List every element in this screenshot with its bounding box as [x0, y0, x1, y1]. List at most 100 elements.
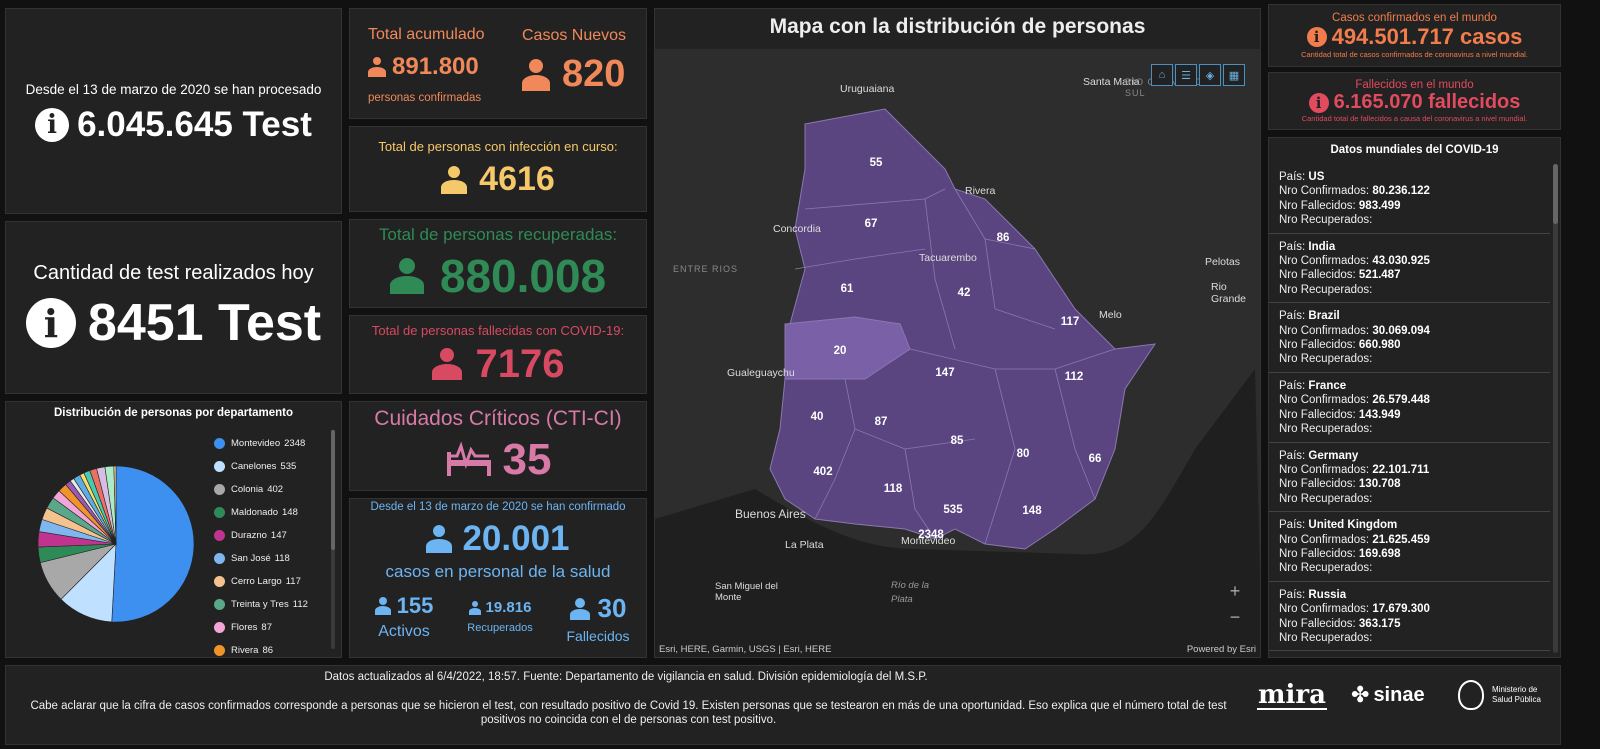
world-field-value: 43.030.925	[1372, 255, 1430, 268]
legend-item[interactable]: San José 118	[214, 547, 324, 570]
map-place-label: Rio Grande	[1211, 281, 1247, 305]
active-label: Total de personas con infección en curso…	[378, 139, 618, 154]
world-field-label: Nro Confirmados:	[1279, 394, 1370, 407]
legend-value: 117	[285, 576, 301, 587]
legend-swatch	[214, 645, 225, 656]
zoom-in-button[interactable]: +	[1229, 581, 1241, 601]
legend-value: 535	[280, 461, 297, 472]
zoom-out-button[interactable]: −	[1229, 607, 1241, 627]
map-place-label: Montevideo	[901, 535, 956, 547]
health-staff-bottom: casos en personal de la salud	[385, 562, 611, 581]
coat-of-arms-icon	[1458, 680, 1484, 710]
map-panel: Mapa con la distribución de personas	[654, 8, 1261, 658]
legend-item[interactable]: Canelones 535	[214, 455, 324, 478]
person-icon	[569, 597, 590, 620]
world-field-value: 80.236.122	[1372, 185, 1430, 198]
legend-item[interactable]: Colonia 402	[214, 478, 324, 501]
deceased-value: 7176	[475, 341, 565, 386]
map-count: 40	[810, 411, 824, 423]
legend-item[interactable]: Treinta y Tres 112	[214, 593, 324, 616]
world-field-label: Nro Confirmados:	[1279, 255, 1370, 268]
hospital-bed-icon	[446, 442, 491, 476]
world-field-label: País:	[1279, 310, 1306, 323]
map-count: 80	[1016, 448, 1030, 460]
map-place-label: Santa Maria	[1083, 76, 1140, 88]
sinae-logo: ✤ sinae	[1351, 682, 1425, 707]
map-count: 20	[833, 345, 847, 357]
legend-value: 86	[262, 645, 274, 656]
footer-updated: Datos actualizados al 6/4/2022, 18:57. F…	[324, 671, 928, 683]
legend-label: Treinta y Tres	[231, 599, 289, 610]
legend-value: 112	[292, 599, 308, 610]
accumulated-value: 891.800	[392, 53, 479, 80]
world-list-item: País: Germany Nro Confirmados: 22.101.711…	[1269, 443, 1550, 513]
world-field-value: 363.175	[1358, 617, 1401, 630]
world-field-value: US	[1308, 171, 1325, 183]
legend-item[interactable]: Montevideo 2348	[214, 432, 324, 455]
map-count: 112	[1064, 371, 1084, 383]
world-deaths-value: 6.165.070 fallecidos	[1333, 91, 1521, 113]
map-canvas[interactable]: Uruguaiana Santa Maria Concordia Tacuare…	[655, 49, 1260, 657]
world-field-label: Nro Confirmados:	[1279, 185, 1370, 198]
pie-slice[interactable]	[113, 465, 117, 545]
tests-total-value: 6.045.645 Test	[77, 104, 312, 144]
staff-active-label: Activos	[378, 623, 430, 640]
map-count: 535	[943, 504, 963, 516]
person-icon	[426, 525, 453, 553]
new-cases-label: Casos Nuevos	[522, 27, 627, 44]
world-field-value: 143.949	[1358, 408, 1401, 421]
pie-panel: Distribución de personas por departament…	[5, 401, 342, 658]
world-list-item: País: ItalyNro Confirmados: 15.035.943Nr…	[1269, 651, 1550, 657]
world-field-label: Nro Recuperados:	[1279, 562, 1373, 575]
map-place-label: Río de la Plata	[891, 580, 930, 605]
legend-item[interactable]: Durazno 147	[214, 524, 324, 547]
world-field-label: Nro Fallecidos:	[1279, 199, 1356, 212]
person-icon	[389, 257, 424, 294]
world-list-item: País: France Nro Confirmados: 26.579.448 N…	[1269, 373, 1550, 443]
critical-panel: Cuidados Críticos (CTI-CI) 35	[349, 401, 647, 491]
legend-value: 118	[274, 553, 290, 564]
deceased-panel: Total de personas fallecidas con COVID-1…	[349, 315, 647, 394]
map-region-label: ENTRE RIOS	[673, 264, 739, 274]
legend-item[interactable]: Rivera 86	[214, 639, 324, 657]
legend-swatch	[214, 484, 225, 495]
info-icon: i	[1308, 92, 1329, 113]
tests-today-panel: Cantidad de test realizados hoy i 8451 T…	[5, 221, 342, 394]
staff-deceased-value: 30	[597, 593, 627, 623]
world-confirmed-value: 494.501.717 casos	[1331, 24, 1523, 49]
world-field-label: Nro Fallecidos:	[1279, 617, 1356, 630]
map-count: 402	[813, 466, 833, 478]
world-list-item: País: Russia Nro Confirmados: 17.679.300 N…	[1269, 582, 1550, 652]
pie-slice[interactable]	[111, 465, 195, 623]
world-field-value: Brazil	[1308, 310, 1340, 323]
sinae-icon: ✤	[1351, 682, 1370, 707]
home-icon[interactable]: ⌂	[1151, 64, 1173, 86]
legend-icon[interactable]: ☰	[1175, 64, 1197, 86]
world-field-label: Nro Recuperados:	[1279, 214, 1373, 227]
map-powered-by[interactable]: Powered by Esri	[1186, 644, 1256, 655]
legend-item[interactable]: Cerro Largo 117	[214, 570, 324, 593]
world-list-item: País: India Nro Confirmados: 43.030.925 Nr…	[1269, 234, 1550, 304]
basemap-icon[interactable]: ▦	[1223, 64, 1245, 86]
world-list[interactable]: País: US Nro Confirmados: 80.236.122 Nro F…	[1269, 164, 1550, 657]
legend-swatch	[214, 530, 225, 541]
world-list-scrollbar[interactable]	[1553, 164, 1558, 653]
world-field-label: País:	[1279, 588, 1306, 601]
world-field-value: 521.487	[1358, 269, 1401, 282]
pie-chart	[37, 465, 195, 623]
recovered-label: Total de personas recuperadas:	[378, 224, 618, 244]
legend-item[interactable]: Flores 87	[214, 616, 324, 639]
world-field-label: Nro Fallecidos:	[1279, 269, 1356, 282]
accumulated-sublabel: personas confirmadas	[368, 92, 482, 104]
legend-value: 148	[282, 507, 298, 518]
world-list-panel: Datos mundiales del COVID-19 País: US Nro…	[1268, 137, 1561, 658]
map-count: 148	[1022, 505, 1042, 517]
health-staff-panel: Desde el 13 de marzo de 2020 se han conf…	[349, 498, 647, 658]
world-field-label: Nro Fallecidos:	[1279, 478, 1356, 491]
world-deaths-panel: Fallecidos en el mundo i 6.165.070 falle…	[1268, 72, 1561, 130]
layers-icon[interactable]: ◈	[1199, 64, 1221, 86]
world-field-value: 983.499	[1358, 199, 1401, 212]
legend-value: 87	[261, 622, 272, 633]
legend-scrollbar[interactable]	[331, 430, 335, 649]
legend-item[interactable]: Maldonado 148	[214, 501, 324, 524]
